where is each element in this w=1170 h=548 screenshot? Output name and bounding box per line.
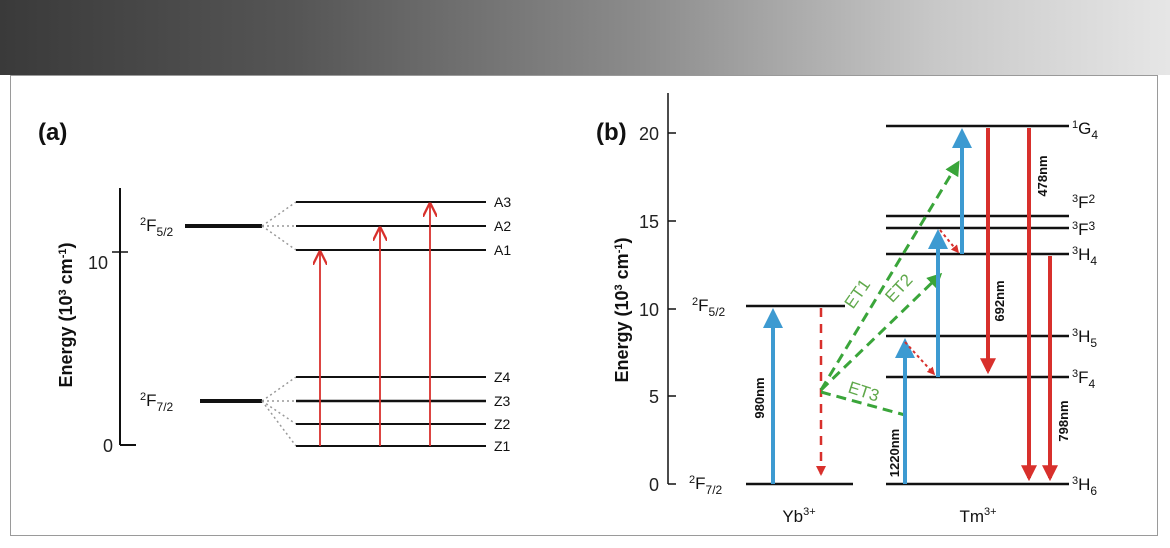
level-A2-label: A2 — [494, 218, 511, 234]
tm-3H4-label: 3H4 — [1072, 245, 1097, 268]
yb-2F5-2-label: 2F5/2 — [692, 296, 726, 319]
arrow-tm-3H5-to-3F4-nonradiative — [904, 341, 936, 376]
wavelength-478nm-label: 478nm — [1035, 155, 1050, 196]
manifold-2F5-2-label: 2F5/2 — [140, 216, 174, 239]
figure-frame — [10, 75, 1158, 536]
panel-a-tick-label-10: 10 — [88, 253, 108, 273]
panel-b-tick-label-15: 15 — [639, 212, 659, 232]
wavelength-798nm-label: 798nm — [1056, 400, 1071, 441]
ET2-label: ET2 — [881, 270, 916, 306]
arrow-ET2 — [819, 272, 943, 392]
tm-1G4-label: 1G4 — [1072, 119, 1098, 142]
yb-2F7-2-label: 2F7/2 — [689, 474, 723, 497]
panel-a-tick-label-0: 0 — [103, 436, 113, 456]
panel-a-y-axis-title: Energy (103 cm-1) — [56, 243, 76, 388]
level-A1-label: A1 — [494, 242, 511, 258]
panel-b-tick-label-10: 10 — [639, 300, 659, 320]
level-Z3-label: Z3 — [494, 393, 511, 409]
manifold-2F7-2-label: 2F7/2 — [140, 391, 174, 414]
wavelength-1220nm-label: 1220nm — [887, 429, 902, 477]
tm-3F3-label: 3F3 — [1072, 219, 1096, 239]
panel-b-tick-label-5: 5 — [649, 387, 659, 407]
panel-b-label: (b) — [596, 119, 627, 146]
stark-splitting-lines — [261, 201, 297, 447]
panel-b-tick-label-0: 0 — [649, 475, 659, 495]
tm-3H5-label: 3H5 — [1072, 327, 1097, 350]
panel-b-axis-ticks — [668, 132, 676, 485]
tm-3F2-label: 3F2 — [1072, 192, 1096, 212]
arrow-ET3 — [820, 390, 906, 417]
level-Z4-label: Z4 — [494, 369, 511, 385]
tm-3F4-label: 3F4 — [1072, 368, 1096, 391]
ET3-label: ET3 — [846, 378, 882, 406]
yb-ion-label: Yb3+ — [782, 506, 815, 526]
panel-b-y-axis-title: Energy (103 cm-1) — [612, 238, 632, 383]
tm-ion-label: Tm3+ — [959, 506, 996, 526]
ET1-label: ET1 — [841, 276, 874, 312]
header-gradient-bar — [0, 0, 1170, 75]
wavelength-692nm-label: 692nm — [992, 280, 1007, 321]
wavelength-980nm-label: 980nm — [752, 377, 767, 418]
panel-a-label: (a) — [38, 119, 67, 146]
level-Z2-label: Z2 — [494, 416, 511, 432]
tm-3H6-label: 3H6 — [1072, 475, 1097, 498]
panel-b: (b) 0 5 10 15 20 Energy (103 cm-1) 2F5/2… — [596, 93, 1098, 526]
panel-a: (a) 10 0 Energy (103 cm-1) 2F5/2 2F7/2 — [38, 119, 511, 456]
arrow-ET1 — [819, 160, 960, 391]
level-Z1-label: Z1 — [494, 438, 511, 454]
panel-b-tick-label-20: 20 — [639, 124, 659, 144]
level-A3-label: A3 — [494, 194, 511, 210]
arrow-tm-3F2-to-3H4-nonradiative — [939, 229, 960, 254]
